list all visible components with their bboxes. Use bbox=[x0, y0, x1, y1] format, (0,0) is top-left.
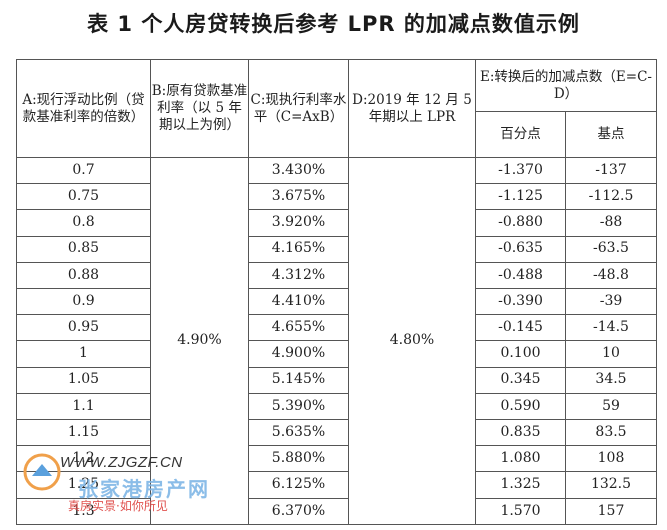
watermark-logo-icon bbox=[23, 453, 61, 491]
cell-executed-rate: 3.430% bbox=[248, 156, 349, 185]
cell-executed-rate: 5.390% bbox=[248, 392, 349, 421]
header-base-rate: B:原有贷款基准利率（以 5 年期以上为例） bbox=[150, 59, 249, 158]
table-row: 0.85 4.165% -0.635 -63.5 bbox=[16, 235, 658, 263]
table-row: 0.9 4.410% -0.390 -39 bbox=[16, 288, 658, 316]
header-current-ratio: A:现行浮动比例（贷款基准利率的倍数） bbox=[16, 59, 151, 158]
cell-executed-rate: 3.920% bbox=[248, 209, 349, 237]
cell-current-ratio: 1.05 bbox=[16, 366, 151, 394]
cell-lpr: 4.80% bbox=[348, 157, 476, 525]
header-executed-rate: C:现执行利率水平（C=AxB） bbox=[248, 59, 349, 158]
cell-basis-points: 34.5 bbox=[564, 366, 658, 394]
watermark-site-name: 张家港房产网 bbox=[78, 477, 210, 501]
table-row: 0.7 4.90% 3.430% 4.80% -1.370 -137 bbox=[16, 156, 658, 525]
header-lpr: D:2019 年 12 月 5 年期以上 LPR bbox=[348, 59, 476, 158]
cell-current-ratio: 1.25 bbox=[16, 471, 151, 499]
table-row: 1.05 5.145% 0.345 34.5 bbox=[16, 366, 658, 394]
cell-basis-points: 59 bbox=[564, 392, 658, 421]
table-row: 1 4.900% 0.100 10 bbox=[16, 340, 658, 368]
cell-current-ratio: 0.7 bbox=[16, 156, 151, 185]
cell-executed-rate: 4.165% bbox=[248, 235, 349, 263]
cell-basis-points: -39 bbox=[564, 288, 658, 316]
header-basis-points: 基点 bbox=[564, 111, 658, 158]
cell-executed-rate: 4.312% bbox=[248, 261, 349, 290]
cell-executed-rate: 5.635% bbox=[248, 419, 349, 447]
cell-current-ratio: 0.88 bbox=[16, 261, 151, 290]
table-row: 1.15 5.635% 0.835 83.5 bbox=[16, 419, 658, 447]
cell-current-ratio: 0.85 bbox=[16, 235, 151, 263]
watermark-slogan: 真房实景·如你所见 bbox=[68, 499, 168, 513]
cell-basis-points: -137 bbox=[564, 156, 658, 185]
cell-percentage-points: -0.880 bbox=[475, 209, 566, 237]
cell-executed-rate: 4.410% bbox=[248, 288, 349, 316]
cell-basis-points: 132.5 bbox=[564, 471, 658, 499]
cell-percentage-points: -0.488 bbox=[475, 261, 566, 290]
table-row: 1.2 5.880% 1.080 108 bbox=[16, 445, 658, 473]
cell-current-ratio: 0.8 bbox=[16, 209, 151, 237]
lpr-conversion-table: A:现行浮动比例（贷款基准利率的倍数） B:原有贷款基准利率（以 5 年期以上为… bbox=[16, 59, 658, 526]
table-row: 1.3 6.370% 1.570 157 bbox=[16, 497, 658, 526]
cell-executed-rate: 4.900% bbox=[248, 340, 349, 368]
cell-percentage-points: 0.590 bbox=[475, 392, 566, 421]
cell-basis-points: -48.8 bbox=[564, 261, 658, 290]
table-row: 0.95 4.655% -0.145 -14.5 bbox=[16, 314, 658, 342]
cell-current-ratio: 0.75 bbox=[16, 183, 151, 211]
cell-percentage-points: 1.080 bbox=[475, 445, 566, 473]
cell-percentage-points: 0.345 bbox=[475, 366, 566, 394]
cell-percentage-points: 1.570 bbox=[475, 497, 566, 526]
cell-percentage-points: 1.325 bbox=[475, 471, 566, 499]
table-row: 0.8 3.920% -0.880 -88 bbox=[16, 209, 658, 237]
cell-basis-points: 83.5 bbox=[564, 419, 658, 447]
cell-current-ratio: 0.95 bbox=[16, 314, 151, 342]
cell-current-ratio: 1.2 bbox=[16, 445, 151, 473]
cell-percentage-points: 0.100 bbox=[475, 340, 566, 368]
cell-current-ratio: 1.1 bbox=[16, 392, 151, 421]
cell-current-ratio: 0.9 bbox=[16, 288, 151, 316]
header-adjustment: E:转换后的加减点数（E=C-D） bbox=[474, 59, 658, 112]
cell-percentage-points: -0.390 bbox=[475, 288, 566, 316]
cell-executed-rate: 4.655% bbox=[248, 314, 349, 342]
header-percentage-points: 百分点 bbox=[475, 111, 566, 158]
cell-basis-points: -112.5 bbox=[564, 183, 658, 211]
cell-basis-points: 108 bbox=[564, 445, 658, 473]
cell-current-ratio: 1.15 bbox=[16, 419, 151, 447]
cell-basis-points: -63.5 bbox=[564, 235, 658, 263]
watermark-url: WWW.ZJGZF.CN bbox=[60, 454, 183, 471]
cell-current-ratio: 1 bbox=[16, 340, 151, 368]
cell-executed-rate: 5.145% bbox=[248, 366, 349, 394]
cell-current-ratio: 1.3 bbox=[16, 497, 151, 526]
cell-executed-rate: 5.880% bbox=[248, 445, 349, 473]
cell-percentage-points: -1.125 bbox=[475, 183, 566, 211]
table-row: 0.75 3.675% -1.125 -112.5 bbox=[16, 183, 658, 211]
cell-executed-rate: 3.675% bbox=[248, 183, 349, 211]
cell-executed-rate: 6.370% bbox=[248, 497, 349, 526]
table-row: 1.1 5.390% 0.590 59 bbox=[16, 392, 658, 421]
page-title: 表 1 个人房贷转换后参考 LPR 的加减点数值示例 bbox=[87, 12, 580, 36]
cell-percentage-points: 0.835 bbox=[475, 419, 566, 447]
cell-basis-points: 10 bbox=[564, 340, 658, 368]
cell-percentage-points: -0.145 bbox=[475, 314, 566, 342]
cell-basis-points: -14.5 bbox=[564, 314, 658, 342]
cell-basis-points: 157 bbox=[564, 497, 658, 526]
table-row: 0.88 4.312% -0.488 -48.8 bbox=[16, 261, 658, 290]
cell-percentage-points: -1.370 bbox=[475, 156, 566, 185]
cell-basis-points: -88 bbox=[564, 209, 658, 237]
cell-executed-rate: 6.125% bbox=[248, 471, 349, 499]
cell-percentage-points: -0.635 bbox=[475, 235, 566, 263]
cell-base-rate: 4.90% bbox=[150, 157, 249, 525]
